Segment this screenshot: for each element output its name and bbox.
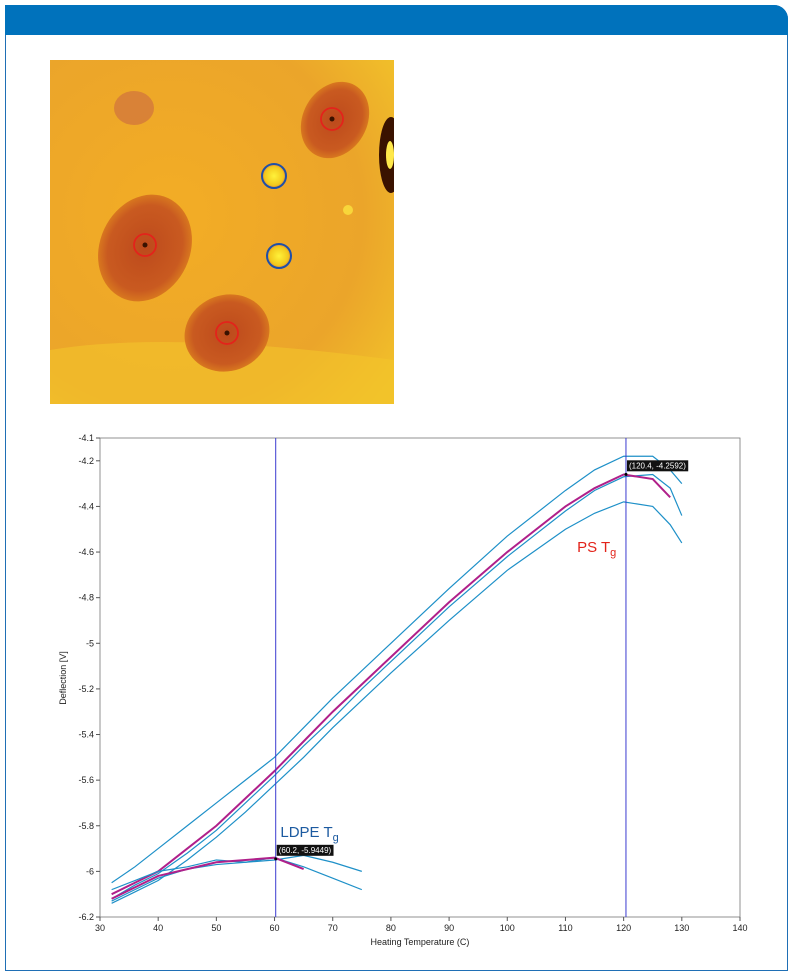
x-tick-label: 60 bbox=[270, 923, 280, 933]
y-tick-label: -4.1 bbox=[78, 433, 94, 443]
plot-frame bbox=[99, 437, 741, 918]
x-tick-label: 50 bbox=[211, 923, 221, 933]
x-tick-label: 130 bbox=[674, 923, 689, 933]
annotation-text: PS T bbox=[577, 539, 610, 556]
data-line bbox=[111, 854, 362, 902]
x-tick-label: 40 bbox=[153, 923, 163, 933]
marker-label-text: (60.2, -5.9449) bbox=[279, 846, 332, 855]
annotation-text: LDPE T bbox=[280, 824, 332, 841]
marker-label: (120.4, -4.2592) bbox=[626, 460, 689, 472]
y-tick-label: -5.4 bbox=[78, 730, 94, 740]
annotation: PS Tg bbox=[577, 539, 616, 559]
annotation-subscript: g bbox=[610, 547, 616, 559]
x-tick-label: 120 bbox=[616, 923, 631, 933]
marker-point bbox=[274, 857, 278, 861]
marker-label-text: (120.4, -4.2592) bbox=[629, 461, 686, 470]
y-tick-label: -6.2 bbox=[78, 912, 94, 922]
x-tick-label: 30 bbox=[95, 923, 105, 933]
data-line bbox=[111, 856, 305, 900]
y-tick-label: -5 bbox=[86, 638, 94, 648]
annotation: LDPE Tg bbox=[280, 824, 338, 844]
marker-label-box bbox=[626, 460, 689, 472]
header-bar bbox=[5, 5, 788, 35]
x-axis-label: Heating Temperature (C) bbox=[371, 937, 470, 947]
data-line bbox=[111, 473, 683, 900]
marker-point bbox=[624, 472, 628, 476]
y-tick-label: -6 bbox=[86, 866, 94, 876]
x-tick-label: 110 bbox=[558, 923, 572, 933]
y-tick-label: -5.8 bbox=[78, 821, 94, 831]
chart: Heating Temperature (C) Deflection [V] 3… bbox=[58, 433, 748, 947]
data-line bbox=[111, 473, 671, 896]
y-tick-label: -5.2 bbox=[78, 684, 94, 694]
x-tick-label: 90 bbox=[444, 923, 454, 933]
x-tick-label: 100 bbox=[500, 923, 515, 933]
y-axis-label: Deflection [V] bbox=[58, 651, 68, 705]
marker-label: (60.2, -5.9449) bbox=[276, 844, 334, 856]
annotation-subscript: g bbox=[333, 832, 339, 844]
afm-image bbox=[50, 60, 394, 404]
data-line bbox=[111, 455, 683, 884]
y-tick-label: -4.8 bbox=[78, 593, 94, 603]
y-tick-label: -4.6 bbox=[78, 547, 94, 557]
data-line bbox=[111, 501, 683, 904]
y-tick-label: -5.6 bbox=[78, 775, 94, 785]
y-tick-label: -4.4 bbox=[78, 501, 94, 511]
x-tick-label: 140 bbox=[732, 923, 747, 933]
x-tick-label: 80 bbox=[386, 923, 396, 933]
x-tick-label: 70 bbox=[328, 923, 338, 933]
y-tick-label: -4.2 bbox=[78, 456, 94, 466]
marker-label-box bbox=[276, 844, 334, 856]
